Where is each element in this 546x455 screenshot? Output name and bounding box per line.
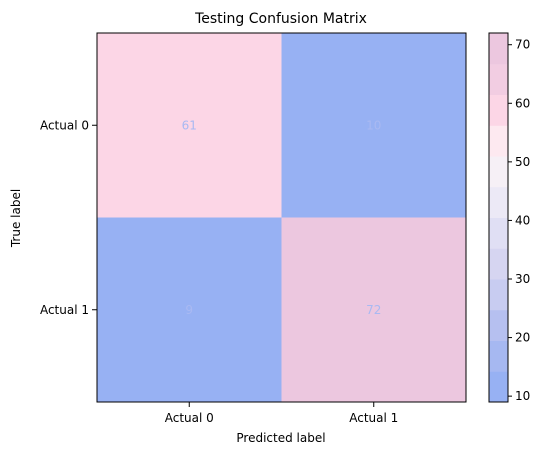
colorbar-tick-label: 50 — [515, 155, 530, 169]
heatmap-cell — [281, 33, 466, 218]
y-tick-label: Actual 1 — [40, 303, 89, 317]
colorbar-segment — [489, 279, 508, 311]
colorbar-segment — [489, 340, 508, 372]
colorbar-tick-label: 70 — [515, 38, 530, 52]
heatmap-cell — [281, 217, 466, 402]
cell-value-labels: 61 10 9 72 — [182, 118, 382, 317]
colorbar-segment — [489, 186, 508, 218]
colorbar-segment — [489, 248, 508, 280]
colorbar-frame — [488, 32, 509, 403]
x-tick-label: Actual 1 — [349, 411, 398, 425]
colorbar-segment — [489, 33, 508, 65]
y-axis-label: True label — [9, 189, 23, 248]
colorbar-tick-label: 60 — [515, 96, 530, 110]
y-tick-label: Actual 0 — [40, 118, 89, 132]
cell-value-label: 72 — [366, 303, 381, 317]
heatmap-cells — [97, 33, 466, 402]
colorbar-segment — [489, 125, 508, 157]
chart-title: Testing Confusion Matrix — [194, 11, 367, 27]
colorbar-segment — [489, 94, 508, 126]
x-tick-label: Actual 0 — [165, 411, 214, 425]
cell-value-label: 9 — [185, 303, 193, 317]
colorbar-segment — [489, 309, 508, 341]
cell-value-label: 61 — [182, 118, 197, 132]
colorbar: 10 20 30 40 50 60 70 — [488, 32, 530, 403]
x-axis-label: Predicted label — [236, 431, 325, 445]
colorbar-segment — [489, 156, 508, 188]
colorbar-segment — [489, 217, 508, 249]
colorbar-segment — [489, 63, 508, 95]
colorbar-tick-label: 40 — [515, 213, 530, 227]
x-axis-ticks: Actual 0 Actual 1 — [165, 402, 398, 425]
heatmap-cell — [97, 217, 282, 402]
heatmap-cell — [97, 33, 282, 218]
y-axis-ticks: Actual 0 Actual 1 — [40, 118, 97, 317]
cell-value-label: 10 — [366, 118, 381, 132]
colorbar-tick-label: 30 — [515, 272, 530, 286]
plot-frame — [96, 32, 467, 403]
colorbar-tick-label: 10 — [515, 389, 530, 403]
colorbar-segment — [489, 371, 508, 403]
colorbar-tick-label: 20 — [515, 331, 530, 345]
